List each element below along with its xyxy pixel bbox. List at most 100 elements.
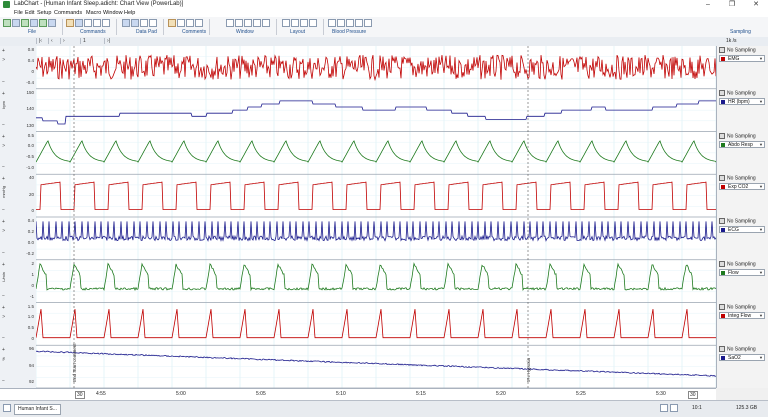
zero-icon[interactable] <box>84 19 92 27</box>
nav-first-button[interactable]: |‹ <box>36 38 47 44</box>
chart-plot-area[interactable]: End Start comment 5% Hypoxia <box>35 46 717 389</box>
channel-header: No Sampling EMG ▼ <box>717 46 768 88</box>
channel-function-dropdown[interactable]: EMG ▼ <box>719 55 765 62</box>
window-xy-icon[interactable] <box>235 19 243 27</box>
sampling-status[interactable]: No Sampling <box>719 303 756 310</box>
sample-rate[interactable]: 1k /s <box>726 38 737 44</box>
comment-add-icon[interactable] <box>168 19 176 27</box>
bp-5-icon[interactable] <box>364 19 372 27</box>
stop-icon[interactable] <box>75 19 83 27</box>
bp-3-icon[interactable] <box>346 19 354 27</box>
sampling-status[interactable]: No Sampling <box>719 89 756 96</box>
close-file-icon[interactable] <box>48 19 56 27</box>
window-scope-icon[interactable] <box>253 19 261 27</box>
channel-unit: V <box>1 143 6 147</box>
scale-down-button[interactable]: − <box>2 335 5 342</box>
scale-up-button[interactable]: + <box>2 176 5 183</box>
sampling-status[interactable]: No Sampling <box>719 218 756 224</box>
layout-1-icon[interactable] <box>282 19 290 27</box>
nav-next-button[interactable]: › <box>60 38 71 44</box>
close-button[interactable]: ✕ <box>753 1 759 8</box>
scale-down-button[interactable]: − <box>2 249 5 256</box>
scale-up-button[interactable]: + <box>2 219 5 225</box>
scale-up-button[interactable]: + <box>2 347 5 354</box>
trace-ecg <box>35 221 717 242</box>
channel-function-dropdown[interactable]: SaO2 ▼ <box>719 354 765 362</box>
zoom-level[interactable]: 10:1 <box>692 405 702 411</box>
scale-down-button[interactable]: − <box>2 78 5 85</box>
sampling-status[interactable]: No Sampling <box>719 47 756 53</box>
zoom-out-icon[interactable] <box>660 404 668 412</box>
axis-start-box[interactable]: 30 <box>75 391 85 399</box>
bp-2-icon[interactable] <box>337 19 345 27</box>
channel-function-dropdown[interactable]: Integ Flow ▼ <box>719 311 765 319</box>
datapad-setup-icon[interactable] <box>140 19 148 27</box>
chart-svg[interactable]: End Start comment 5% Hypoxia <box>35 46 717 389</box>
window-zoom-icon[interactable] <box>244 19 252 27</box>
scale-down-button[interactable]: − <box>2 378 5 384</box>
channel-function-dropdown[interactable]: Exp CO2 ▼ <box>719 183 765 191</box>
comment-list-icon[interactable] <box>177 19 185 27</box>
channel-function-dropdown[interactable]: Flow ▼ <box>719 268 765 276</box>
menu-help[interactable]: Help <box>124 10 136 16</box>
scale-down-button[interactable]: − <box>2 292 5 299</box>
maximize-button[interactable]: ❐ <box>728 1 736 8</box>
nav-last-button[interactable]: ›| <box>104 38 115 44</box>
scale-down-button[interactable]: − <box>2 164 5 171</box>
command-icon[interactable] <box>102 19 110 27</box>
new-icon[interactable] <box>3 19 11 27</box>
scale-down-button[interactable]: − <box>2 207 5 213</box>
bp-4-icon[interactable] <box>355 19 363 27</box>
y-tick-label: 0.4 <box>27 218 34 223</box>
export-icon[interactable] <box>39 19 47 27</box>
open-icon[interactable] <box>12 19 20 27</box>
window-spectrum-icon[interactable] <box>262 19 270 27</box>
start-icon[interactable] <box>66 19 74 27</box>
save-icon[interactable] <box>21 19 29 27</box>
page-field[interactable]: 1 <box>80 38 97 44</box>
sampling-icon <box>719 218 725 224</box>
minimize-button[interactable]: – <box>706 1 710 8</box>
menu-macro[interactable]: Macro <box>86 10 102 16</box>
comment-icon[interactable] <box>186 19 194 27</box>
scale-up-button[interactable]: + <box>2 90 5 97</box>
layout-3-icon[interactable] <box>300 19 308 27</box>
channel-function-dropdown[interactable]: Abdo Resp ▼ <box>719 140 765 148</box>
y-tick-label: 0 <box>31 68 34 74</box>
menu-window[interactable]: Window <box>103 10 123 16</box>
scale-down-button[interactable]: − <box>2 121 5 128</box>
layout-2-icon[interactable] <box>291 19 299 27</box>
channel-icon[interactable] <box>3 404 11 412</box>
zoom-in-icon[interactable] <box>670 404 678 412</box>
sampling-status[interactable]: No Sampling <box>719 346 756 353</box>
macro-run-icon[interactable] <box>93 19 101 27</box>
channel-function-dropdown[interactable]: HR (bpm) ▼ <box>719 97 765 105</box>
datapad-table-icon[interactable] <box>149 19 157 27</box>
menu-commands[interactable]: Commands <box>54 10 83 16</box>
scale-up-button[interactable]: + <box>2 48 5 54</box>
y-tick-label: 0.5 <box>27 325 34 331</box>
document-tab[interactable]: Human Infant S... <box>14 404 61 415</box>
window-chart-icon[interactable] <box>226 19 234 27</box>
menu-edit[interactable]: Edit <box>25 10 35 16</box>
menu-setup[interactable]: Setup <box>37 10 52 16</box>
datapad-view-icon[interactable] <box>131 19 139 27</box>
print-icon[interactable] <box>30 19 38 27</box>
bp-1-icon[interactable] <box>328 19 336 27</box>
scale-up-button[interactable]: + <box>2 304 5 311</box>
datapad-add-icon[interactable] <box>122 19 130 27</box>
channel-function-dropdown[interactable]: ECG ▼ <box>719 226 765 233</box>
y-tick-label: 94 <box>28 362 34 368</box>
axis-end-box[interactable]: 30 <box>688 391 698 399</box>
layout-4-icon[interactable] <box>309 19 317 27</box>
sampling-status[interactable]: No Sampling <box>719 132 756 139</box>
marker-icon[interactable] <box>195 19 203 27</box>
menu-file[interactable]: File <box>14 10 23 16</box>
scale-up-button[interactable]: + <box>2 133 5 140</box>
y-tick-label: 0 <box>31 282 34 288</box>
channel-unit: % <box>1 357 6 361</box>
sampling-status[interactable]: No Sampling <box>719 175 756 182</box>
scale-up-button[interactable]: + <box>2 261 5 268</box>
sampling-status[interactable]: No Sampling <box>719 260 756 267</box>
nav-prev-button[interactable]: ‹ <box>48 38 59 44</box>
